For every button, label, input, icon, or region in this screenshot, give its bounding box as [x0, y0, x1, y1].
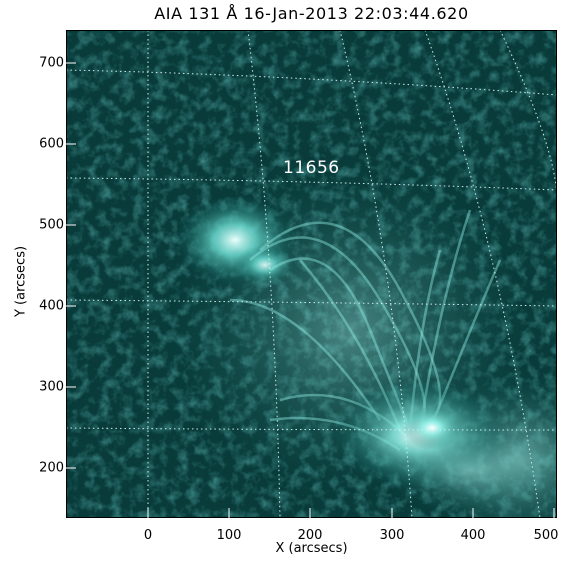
x-tick-label: 300 [379, 528, 405, 543]
y-tick-label: 600 [39, 136, 64, 152]
y-tick-label: 400 [39, 298, 64, 314]
x-tick-label: 500 [533, 528, 559, 543]
y-tick-label: 200 [39, 460, 64, 476]
y-tick-label: 700 [39, 55, 64, 71]
active-region-label: 11656 [283, 158, 340, 178]
x-tick-label: 200 [297, 528, 323, 543]
x-tick-label: 400 [460, 528, 486, 543]
image-title: AIA 131 Å 16-Jan-2013 22:03:44.620 [154, 4, 469, 23]
y-tick-label: 300 [39, 379, 64, 395]
y-tick-label: 500 [39, 217, 64, 233]
x-tick-label: 100 [216, 528, 242, 543]
x-tick-label: 0 [143, 528, 153, 543]
y-axis-label: Y (arcsecs) [13, 245, 29, 318]
x-axis-label: X (arcsecs) [275, 541, 348, 556]
